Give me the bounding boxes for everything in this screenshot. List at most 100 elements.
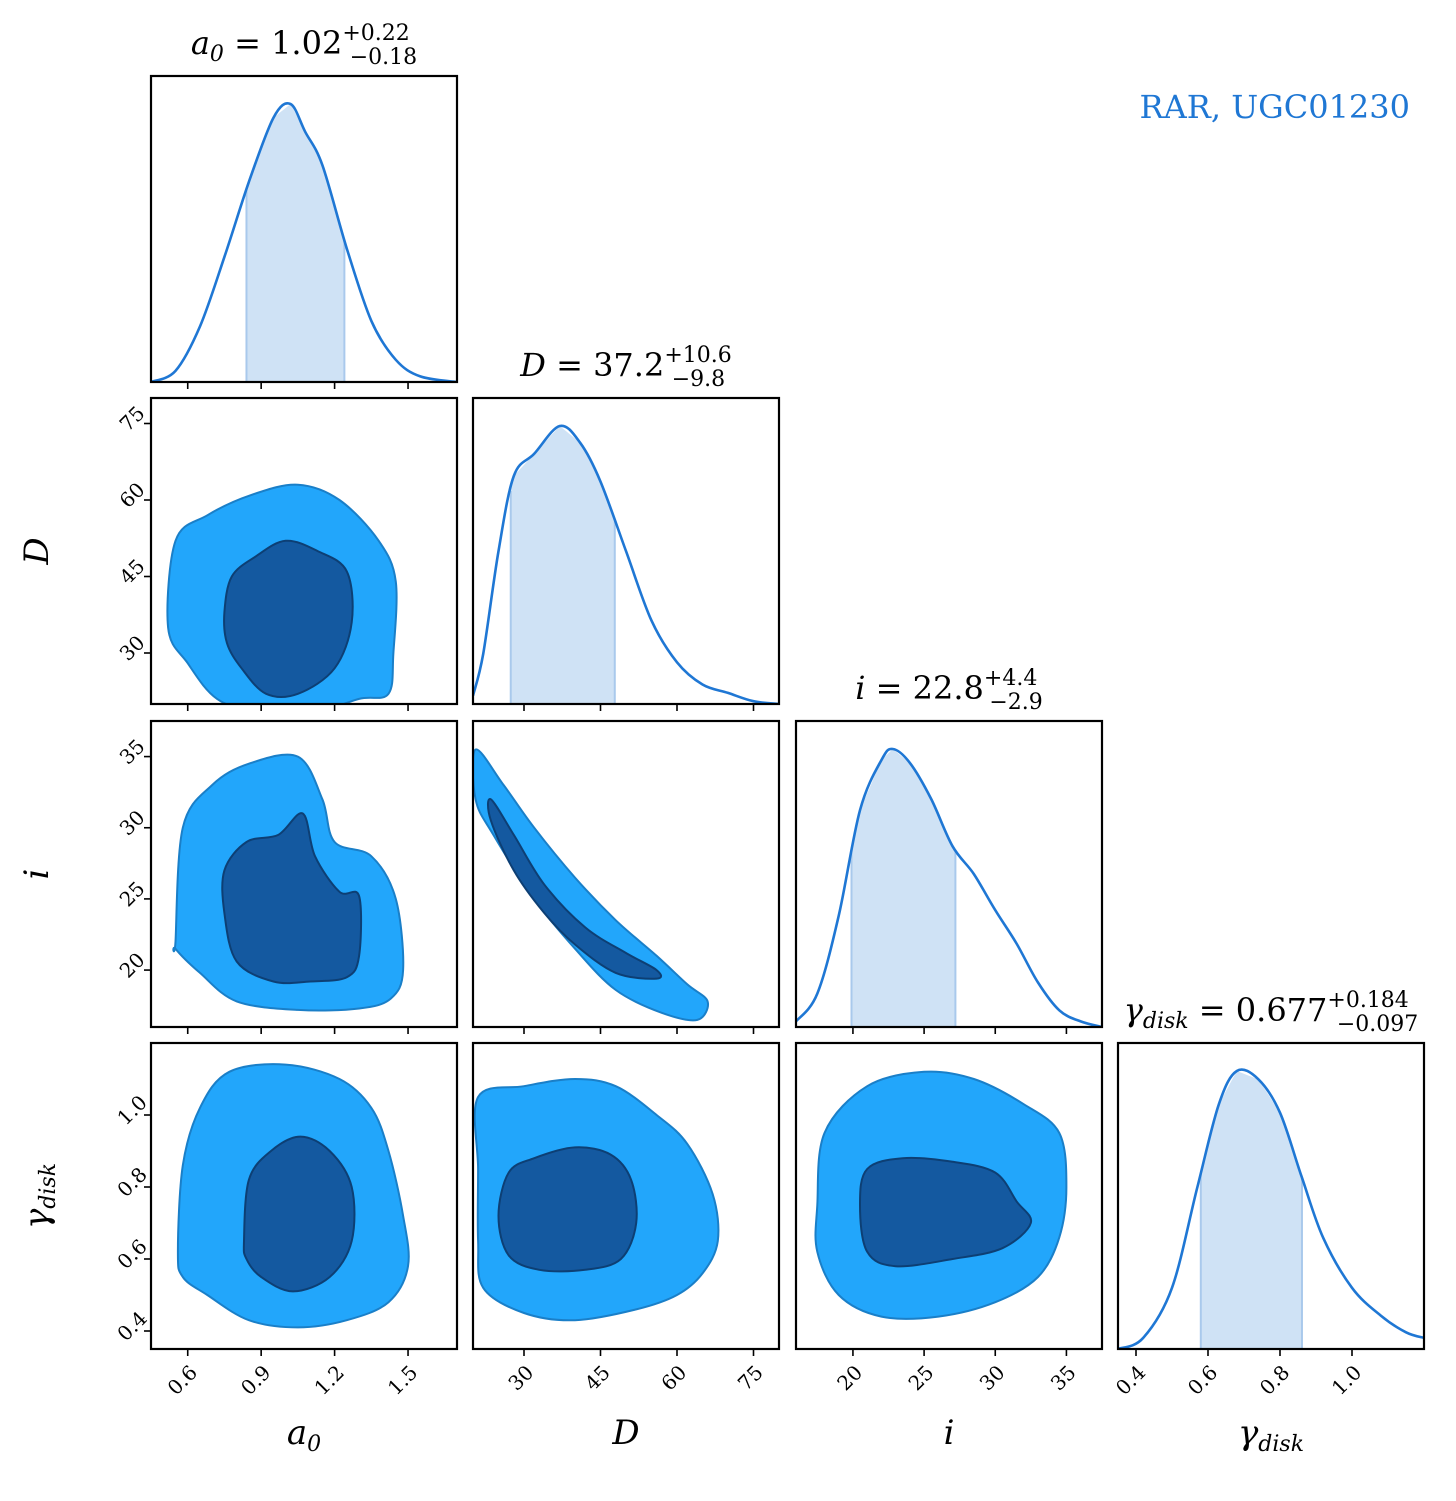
y-tick-label: 0.8 [112,1162,151,1201]
title-symbol: D [519,346,546,384]
x-tick-label: 0.8 [1255,1360,1294,1399]
contour-D-i [473,748,709,1022]
x-axis-label-i: i [944,1413,955,1453]
axis-label-base: a [287,1413,307,1453]
axis-label-base: γ [17,1208,57,1229]
panel-frame [794,719,1104,1029]
panel-frame [149,1041,459,1351]
contour-i-gamma_disk [814,1070,1068,1320]
title-median: = 37.2 [546,346,664,384]
contour-a0-gamma_disk [176,1063,410,1329]
y-tick-label: 75 [115,401,150,436]
x-tick-label: 1.5 [383,1360,422,1399]
marginal-density-line [473,424,779,704]
marginal-D [473,424,779,704]
chart-annotation: RAR, UGC01230 [1140,88,1410,126]
contour-68-region [858,1156,1033,1268]
axis-label-base: i [944,1413,955,1453]
marginal-title-gamma_disk: γdisk = 0.677+0.184 −0.097 [1124,988,1418,1037]
x-tick-label: 35 [1046,1360,1081,1395]
title-plus-error: +0.22 [342,21,409,46]
x-tick-label: 30 [975,1360,1010,1395]
title-minus-error: −2.9 [989,690,1042,715]
y-tick-label: 0.6 [112,1234,151,1273]
panel-frame [471,396,781,706]
panel-frame [471,1041,781,1351]
panel-frame [149,719,459,1029]
title-symbol-subscript: disk [1143,1009,1189,1034]
panel-frame [471,719,781,1029]
marginal-title-D: D = 37.2+10.6 −9.8 [519,343,731,392]
marginal-i [796,747,1102,1027]
x-axis-label-D: D [611,1413,639,1453]
x-tick-label: 0.4 [1111,1360,1150,1399]
title-median: = 1.02 [224,24,342,62]
panel-frame [149,396,459,706]
x-tick-label: 30 [503,1360,538,1395]
y-tick-label: 45 [115,554,150,589]
axis-label-base: i [17,869,57,880]
contour-68-region [221,812,363,985]
title-symbol-subscript: 0 [210,42,224,67]
y-tick-label: 60 [115,478,150,513]
marginal-title-a0: a0 = 1.02+0.22 −0.18 [191,21,417,70]
title-symbol: γ [1124,991,1144,1029]
title-median: = 0.677 [1189,991,1328,1029]
contour-a0-D [166,483,398,704]
axis-label-base: D [611,1413,639,1453]
credible-interval-band [510,426,615,704]
y-axis-label-i: i [17,869,57,880]
title-minus-error: −9.8 [672,367,725,392]
title-median: = 22.8 [865,669,983,707]
y-tick-label: 1.0 [112,1090,151,1129]
x-tick-label: 1.0 [1327,1360,1366,1399]
x-tick-label: 20 [832,1360,867,1395]
y-axis-label-D: D [17,537,57,565]
x-axis-label-a0: a0 [287,1413,321,1457]
marginal-density-line [151,102,457,382]
y-tick-label: 35 [115,734,150,769]
x-tick-label: 45 [580,1360,615,1395]
panel-frame [149,74,459,384]
y-tick-label: 20 [115,948,150,983]
plot-fills-layer [151,102,1424,1349]
marginal-a0 [151,102,457,382]
contour-68-region [486,798,663,980]
contour-a0-i [172,753,405,1012]
axis-label-subscript: disk [36,1163,61,1209]
x-tick-label: 0.9 [236,1360,275,1399]
title-symbol: a [191,24,210,62]
y-tick-label: 25 [115,876,150,911]
title-plus-error: +4.4 [984,666,1037,691]
contour-D-gamma_disk [473,1077,720,1322]
marginal-density-line [796,747,1102,1027]
title-plus-error: +0.184 [1327,988,1408,1013]
x-tick-label: 25 [903,1360,938,1395]
contour-95-region [473,748,709,1022]
x-tick-label: 0.6 [1183,1360,1222,1399]
credible-interval-band [246,104,345,382]
x-axis-label-gamma_disk: γdisk [1238,1413,1304,1457]
contour-68-region [497,1146,638,1273]
credible-interval-band [851,749,956,1027]
y-tick-label: 30 [115,631,150,666]
x-tick-label: 0.6 [163,1360,202,1399]
contour-68-region [223,539,354,698]
title-minus-error: −0.18 [350,45,417,70]
panel-frame [794,1041,1104,1351]
title-symbol: i [855,669,865,707]
title-plus-error: +10.6 [664,343,731,368]
y-axis-label-gamma_disk: γdisk [17,1163,61,1229]
y-tick-label: 30 [115,805,150,840]
plot-frames-layer [144,74,1426,1356]
axis-label-subscript: 0 [307,1432,321,1457]
panel-frame [1116,1041,1426,1351]
x-tick-label: 75 [733,1360,768,1395]
axis-label-base: D [17,537,57,565]
x-tick-label: 1.2 [309,1360,348,1399]
axis-label-subscript: disk [1258,1432,1304,1457]
x-tick-label: 60 [656,1360,691,1395]
marginal-gamma_disk [1118,1068,1424,1349]
title-minus-error: −0.097 [1337,1012,1418,1037]
